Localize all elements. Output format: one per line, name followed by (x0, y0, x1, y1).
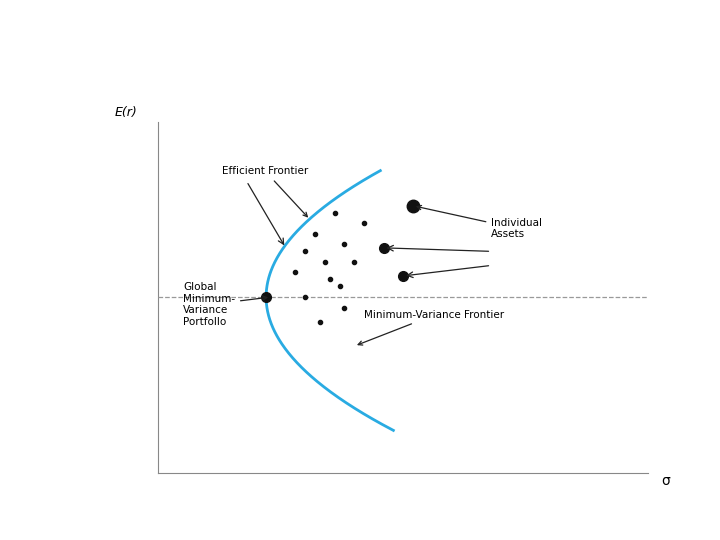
Text: Individual
Assets: Individual Assets (417, 206, 542, 239)
Text: E(r): E(r) (114, 106, 138, 119)
Text: Figure 7.10 The Minimum-Variance: Figure 7.10 The Minimum-Variance (97, 28, 623, 52)
Text: |: | (440, 508, 446, 526)
Text: Minimum-Variance Frontier: Minimum-Variance Frontier (358, 310, 504, 345)
Text: Frontier of Risky Assets: Frontier of Risky Assets (184, 68, 536, 92)
Text: σ: σ (662, 474, 670, 488)
Text: BODIE, KANE, MARCUS: BODIE, KANE, MARCUS (450, 512, 592, 522)
Text: INVESTMENTS: INVESTMENTS (276, 508, 432, 526)
Text: Global
Minimum-
Variance
Portfollo: Global Minimum- Variance Portfollo (183, 282, 267, 327)
Text: Efficient Frontier: Efficient Frontier (222, 166, 308, 217)
